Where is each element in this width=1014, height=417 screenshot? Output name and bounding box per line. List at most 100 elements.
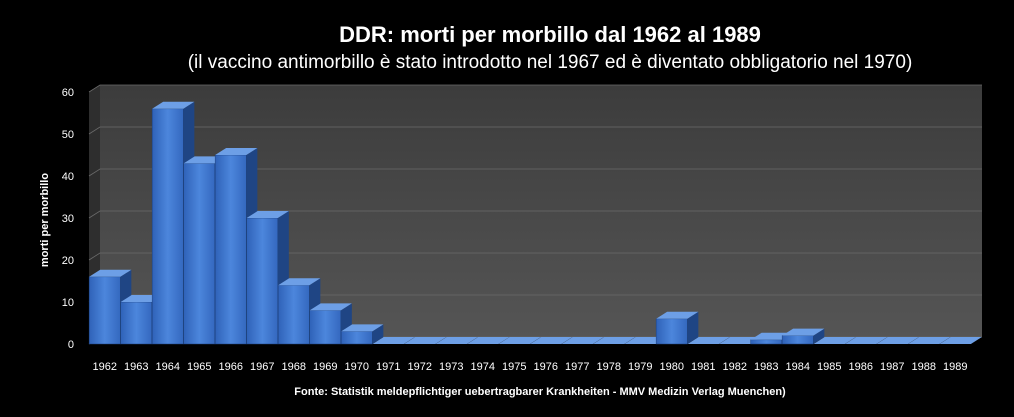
x-tick-label: 1979 bbox=[628, 361, 652, 373]
bar-1974 bbox=[467, 337, 510, 344]
bar-side bbox=[813, 328, 825, 344]
y-tick-label: 50 bbox=[62, 129, 74, 141]
x-tick-label: 1964 bbox=[156, 361, 180, 373]
x-tick-label: 1984 bbox=[786, 361, 810, 373]
gridline bbox=[88, 168, 982, 177]
y-axis-ticks: 0 10 20 30 40 50 60 bbox=[62, 87, 74, 351]
x-tick-label: 1963 bbox=[124, 361, 148, 373]
bar-front bbox=[655, 318, 688, 345]
bar-1981 bbox=[687, 337, 730, 344]
bar-top bbox=[687, 337, 730, 344]
bar-front bbox=[88, 276, 121, 345]
bar-top bbox=[908, 337, 951, 344]
bar-top bbox=[404, 337, 447, 344]
bar-1978 bbox=[593, 337, 636, 344]
bars bbox=[88, 101, 982, 345]
bar-top bbox=[341, 324, 384, 332]
source-note: Fonte: Statistik meldepflichtiger uebert… bbox=[294, 386, 786, 398]
x-tick-label: 1974 bbox=[471, 361, 495, 373]
x-tick-label: 1968 bbox=[282, 361, 306, 373]
y-tick-label: 30 bbox=[62, 213, 74, 225]
x-tick-label: 1981 bbox=[691, 361, 715, 373]
bar-top bbox=[309, 303, 352, 311]
y-axis-label: morti per morbillo bbox=[39, 173, 51, 267]
bar-1977 bbox=[561, 337, 604, 344]
y-tick-label: 60 bbox=[62, 87, 74, 99]
bar-front bbox=[277, 284, 310, 345]
x-tick-label: 1962 bbox=[93, 361, 117, 373]
x-axis-ticks: 1962 1963 1964 1965 1966 1967 1968 1969 1970 1971… bbox=[93, 361, 968, 373]
bar-front bbox=[750, 339, 783, 345]
bar-front bbox=[246, 217, 279, 345]
bar-side bbox=[372, 324, 384, 344]
bar-top bbox=[278, 278, 321, 286]
y-tick-label: 40 bbox=[62, 171, 74, 183]
bar-top bbox=[939, 337, 982, 344]
bar-top bbox=[782, 328, 825, 336]
x-tick-label: 1978 bbox=[597, 361, 621, 373]
x-tick-label: 1971 bbox=[376, 361, 400, 373]
bar-1984 bbox=[781, 328, 825, 345]
bar-1985 bbox=[813, 337, 856, 344]
x-tick-label: 1983 bbox=[754, 361, 778, 373]
bar-1975 bbox=[498, 337, 541, 344]
x-tick-label: 1972 bbox=[408, 361, 432, 373]
bar-front bbox=[183, 163, 216, 345]
bar-top bbox=[593, 337, 636, 344]
gridline bbox=[88, 84, 982, 93]
bar-1976 bbox=[530, 337, 573, 344]
x-tick-label: 1967 bbox=[250, 361, 274, 373]
bar-top bbox=[152, 101, 195, 109]
x-tick-label: 1989 bbox=[943, 361, 967, 373]
bar-top bbox=[561, 337, 604, 344]
x-tick-label: 1969 bbox=[313, 361, 337, 373]
bar-1988 bbox=[908, 337, 951, 344]
bar-top bbox=[498, 337, 541, 344]
bar-front bbox=[151, 108, 184, 345]
x-tick-label: 1976 bbox=[534, 361, 558, 373]
x-tick-label: 1970 bbox=[345, 361, 369, 373]
x-tick-label: 1986 bbox=[849, 361, 873, 373]
x-tick-label: 1980 bbox=[660, 361, 684, 373]
bar-top bbox=[813, 337, 856, 344]
bar-1971 bbox=[372, 337, 415, 344]
bar-1989 bbox=[939, 337, 982, 344]
x-tick-label: 1988 bbox=[912, 361, 936, 373]
bar-top bbox=[845, 337, 888, 344]
bar-front bbox=[781, 335, 814, 345]
y-tick-label: 0 bbox=[68, 339, 74, 351]
bar-1973 bbox=[435, 337, 478, 344]
bar-top bbox=[656, 311, 699, 319]
x-tick-label: 1987 bbox=[880, 361, 904, 373]
bar-top bbox=[372, 337, 415, 344]
x-tick-label: 1985 bbox=[817, 361, 841, 373]
bar-1986 bbox=[845, 337, 888, 344]
bar-front bbox=[120, 301, 153, 345]
x-tick-label: 1975 bbox=[502, 361, 526, 373]
y-tick-label: 20 bbox=[62, 255, 74, 267]
bar-1987 bbox=[876, 337, 919, 344]
bar-side bbox=[687, 311, 699, 344]
bar-1980 bbox=[655, 311, 699, 345]
bar-top bbox=[530, 337, 573, 344]
x-tick-label: 1973 bbox=[439, 361, 463, 373]
bar-1969 bbox=[309, 303, 352, 345]
bar-1970 bbox=[340, 324, 384, 345]
bar-top bbox=[246, 211, 289, 218]
bar-top bbox=[467, 337, 510, 344]
gridline bbox=[88, 126, 982, 135]
gridline bbox=[88, 210, 982, 219]
x-tick-label: 1966 bbox=[219, 361, 243, 373]
bar-front bbox=[309, 310, 342, 345]
bar-front bbox=[340, 331, 373, 345]
gridline bbox=[88, 252, 982, 261]
bar-top bbox=[876, 337, 919, 344]
bar-front bbox=[214, 154, 247, 345]
x-tick-label: 1977 bbox=[565, 361, 589, 373]
chart-subtitle: (il vaccino antimorbillo è stato introdo… bbox=[187, 52, 913, 73]
x-tick-label: 1982 bbox=[723, 361, 747, 373]
bar-top bbox=[89, 269, 132, 277]
bar-top bbox=[215, 148, 258, 155]
x-tick-label: 1965 bbox=[187, 361, 211, 373]
